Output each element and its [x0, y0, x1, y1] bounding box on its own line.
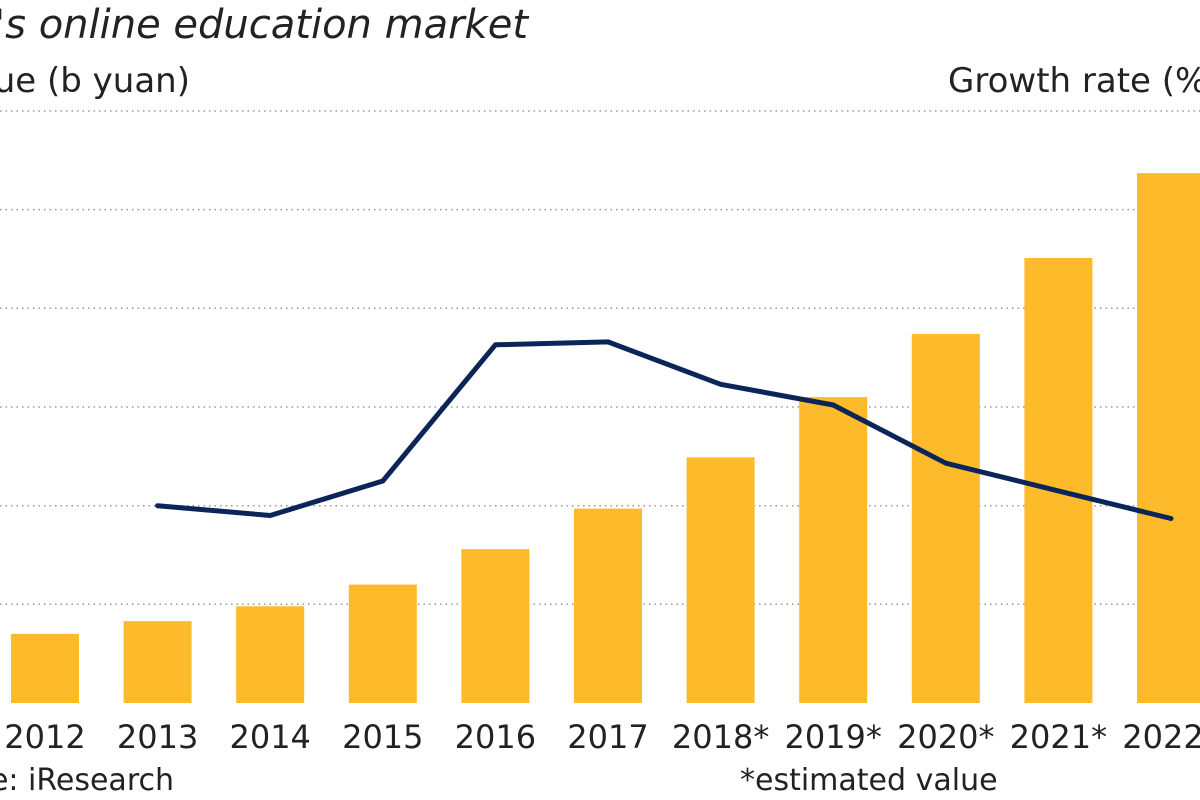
- chart-title: China's online education market: [0, 2, 529, 48]
- x-tick-label: 2018*: [672, 718, 769, 756]
- x-tick-label: 2022*: [1122, 718, 1200, 756]
- x-tick-label: 2019*: [784, 718, 881, 756]
- bar-2020-est: [911, 334, 980, 703]
- bar-2013: [123, 621, 192, 703]
- growth-rate-point: [494, 344, 496, 346]
- x-tick-label: 2015: [342, 718, 423, 756]
- growth-rate-point: [607, 341, 609, 343]
- growth-rate-point: [157, 505, 159, 507]
- bar-2016: [461, 549, 530, 703]
- x-tick-label: 2012: [4, 718, 85, 756]
- bar-2019-est: [799, 397, 868, 703]
- growth-rate-point: [720, 383, 722, 385]
- estimate-note: *estimated value: [740, 763, 998, 798]
- bar-2022-est: [1137, 173, 1200, 704]
- growth-rate-point: [1057, 490, 1059, 492]
- y2-axis-title: Growth rate (%): [948, 61, 1200, 101]
- y-axis-title: Value (b yuan): [0, 61, 190, 101]
- bar-2021-est: [1024, 258, 1093, 703]
- x-tick-label: 2021*: [1010, 718, 1107, 756]
- growth-rate-line: [155, 339, 1174, 521]
- growth-rate-point: [832, 404, 834, 406]
- growth-rate-point: [1170, 518, 1172, 519]
- bar-2015: [348, 584, 417, 703]
- bar-2017: [574, 508, 642, 703]
- x-tick-label: 2020*: [897, 718, 994, 756]
- line-series: [155, 339, 1174, 521]
- x-axis-ticks: 2012 2013 2014 2015 2016 2017 2018* 2019* 2020* 2…: [4, 718, 1200, 756]
- source-note: Source: iResearch: [0, 763, 174, 798]
- x-tick-label: 2014: [229, 718, 310, 756]
- bar-2014: [236, 606, 305, 703]
- x-tick-label: 2013: [117, 718, 198, 756]
- growth-rate-point: [382, 480, 384, 482]
- x-tick-label: 2017: [567, 718, 648, 756]
- bar-2012: [11, 633, 79, 703]
- bar-2018-est: [686, 457, 755, 703]
- growth-rate-point: [945, 462, 947, 464]
- bar-series: [11, 173, 1200, 704]
- x-tick-label: 2016: [455, 718, 536, 756]
- growth-rate-point: [269, 515, 271, 516]
